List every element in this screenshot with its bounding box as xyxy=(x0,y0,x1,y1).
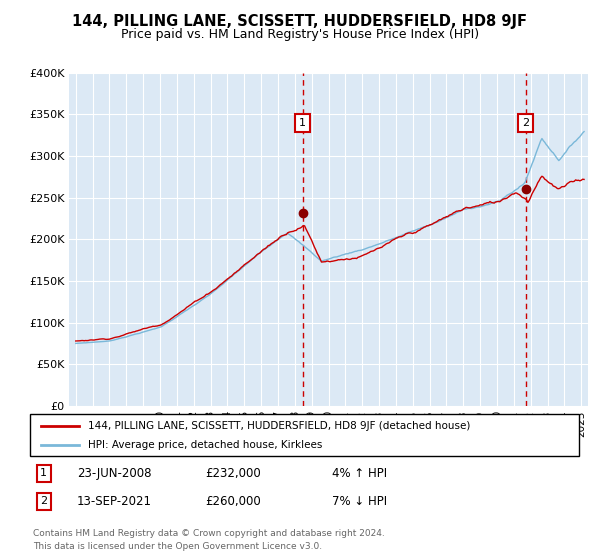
Text: £260,000: £260,000 xyxy=(206,494,262,508)
Text: 2: 2 xyxy=(40,496,47,506)
Text: 13-SEP-2021: 13-SEP-2021 xyxy=(77,494,152,508)
Text: 1: 1 xyxy=(40,468,47,478)
Text: 1: 1 xyxy=(299,118,306,128)
Text: Contains HM Land Registry data © Crown copyright and database right 2024.: Contains HM Land Registry data © Crown c… xyxy=(33,529,385,538)
Text: £232,000: £232,000 xyxy=(206,466,262,480)
Text: HPI: Average price, detached house, Kirklees: HPI: Average price, detached house, Kirk… xyxy=(88,440,322,450)
Text: 2: 2 xyxy=(522,118,529,128)
Text: 144, PILLING LANE, SCISSETT, HUDDERSFIELD, HD8 9JF: 144, PILLING LANE, SCISSETT, HUDDERSFIEL… xyxy=(73,14,527,29)
Text: 7% ↓ HPI: 7% ↓ HPI xyxy=(332,494,387,508)
Text: This data is licensed under the Open Government Licence v3.0.: This data is licensed under the Open Gov… xyxy=(33,542,322,550)
Text: 144, PILLING LANE, SCISSETT, HUDDERSFIELD, HD8 9JF (detached house): 144, PILLING LANE, SCISSETT, HUDDERSFIEL… xyxy=(88,421,470,431)
Text: Price paid vs. HM Land Registry's House Price Index (HPI): Price paid vs. HM Land Registry's House … xyxy=(121,28,479,41)
Text: 4% ↑ HPI: 4% ↑ HPI xyxy=(332,466,387,480)
Text: 23-JUN-2008: 23-JUN-2008 xyxy=(77,466,151,480)
